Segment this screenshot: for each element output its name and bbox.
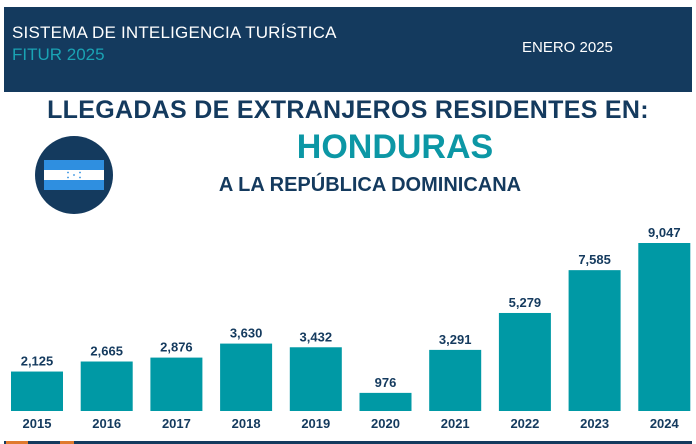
value-label: 5,279 [509, 295, 542, 310]
year-label: 2018 [232, 416, 261, 431]
value-label: 2,125 [21, 354, 54, 369]
footer-strip [4, 441, 692, 444]
arrivals-bar-chart: 2,125 2015 2,665 2016 2,876 2017 3,630 2018 3,43… [11, 225, 691, 431]
bar-2022 [498, 312, 551, 411]
bar-2020 [359, 392, 412, 411]
destination-subtitle: A LA REPÚBLICA DOMINICANA [218, 174, 522, 196]
system-title: SISTEMA DE INTELIGENCIA TURÍSTICA [12, 23, 337, 42]
year-label: 2020 [371, 416, 400, 431]
bar-2017 [150, 357, 203, 411]
value-label: 3,630 [230, 326, 263, 341]
bar-2016 [80, 361, 133, 411]
bar-2023 [568, 270, 621, 411]
year-label: 2019 [301, 416, 330, 431]
header-banner: SISTEMA DE INTELIGENCIA TURÍSTICA FITUR … [4, 7, 692, 92]
value-label: 2,665 [90, 344, 123, 359]
value-label: 976 [375, 375, 397, 390]
headline-title: LLEGADAS DE EXTRANJEROS RESIDENTES EN: [47, 96, 649, 124]
value-label: 9,047 [648, 225, 681, 240]
value-label: 3,432 [300, 329, 333, 344]
bar-2019 [289, 347, 342, 411]
year-label: 2021 [441, 416, 470, 431]
year-label: 2016 [92, 416, 121, 431]
year-label: 2015 [23, 416, 52, 431]
report-date: ENERO 2025 [522, 39, 613, 56]
year-label: 2017 [162, 416, 191, 431]
value-label: 2,876 [160, 340, 193, 355]
honduras-flag-icon [44, 160, 104, 190]
footer-accent [60, 441, 74, 444]
year-label: 2024 [650, 416, 680, 431]
year-label: 2022 [510, 416, 539, 431]
event-subtitle: FITUR 2025 [12, 45, 105, 64]
bar-2018 [220, 343, 273, 411]
bar-2024 [638, 243, 691, 411]
footer-accent [6, 441, 28, 444]
value-label: 3,291 [439, 332, 472, 347]
bar-2021 [429, 349, 482, 411]
bar-2015 [11, 371, 63, 411]
country-name: HONDURAS [296, 128, 494, 166]
year-label: 2023 [580, 416, 609, 431]
value-label: 7,585 [578, 252, 611, 267]
